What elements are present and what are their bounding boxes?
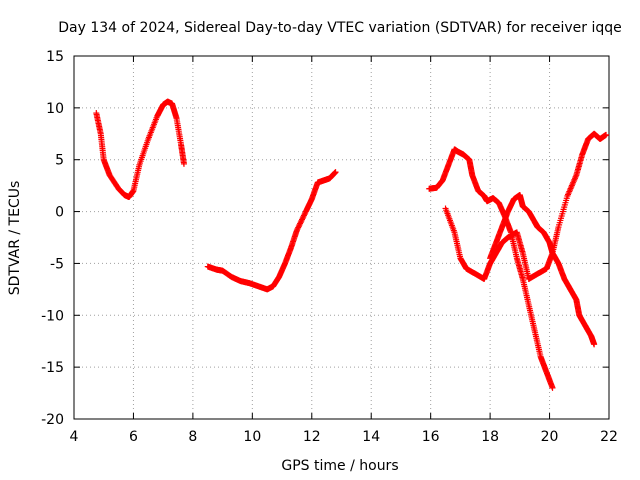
series-pass-1 [93,98,187,201]
data-point [549,384,556,391]
data-point [299,215,306,222]
x-axis-label: GPS time / hours [281,458,398,474]
series-pass-5 [487,191,598,348]
data-point [296,221,303,228]
y-tick-label: -20 [41,412,64,428]
y-axis-label: SDTVAR / TECUs [7,181,23,296]
data-point [295,224,302,231]
data-point [295,223,302,230]
data-point [300,213,307,220]
x-axis: 4 6 8 10 12 14 16 18 20 22 [70,56,618,445]
data-point [293,227,300,234]
data-point [299,216,306,223]
series-pass-4 [442,130,610,282]
data-point [591,341,598,348]
x-tick-label: 22 [600,429,618,445]
data-point [294,225,301,232]
y-tick-label: -10 [41,308,64,324]
y-tick-label: -5 [50,256,64,272]
y-tick-label: 5 [55,153,64,169]
x-tick-label: 16 [422,429,440,445]
series-pass-3 [426,146,556,391]
x-tick-label: 4 [70,429,79,445]
x-tick-label: 8 [188,429,197,445]
data-point [298,217,305,224]
x-tick-label: 6 [129,429,138,445]
series-pass-2 [204,169,339,293]
x-tick-label: 18 [481,429,499,445]
grid [74,56,609,419]
y-axis: -20 -15 -10 -5 0 5 10 15 [41,49,609,428]
data-point [332,169,339,176]
y-tick-label: 10 [46,101,64,117]
data-point [301,211,308,218]
x-tick-label: 14 [362,429,380,445]
x-tick-label: 10 [243,429,261,445]
chart-title: Day 134 of 2024, Sidereal Day-to-day VTE… [58,20,622,36]
data-point [180,160,187,167]
y-tick-label: 15 [46,49,64,65]
data-point [297,219,304,226]
y-tick-label: -15 [41,360,64,376]
x-tick-label: 20 [541,429,559,445]
x-tick-label: 12 [303,429,321,445]
data-point [297,220,304,227]
plot-frame [73,55,610,420]
data-points [93,98,610,391]
data-point [603,131,610,138]
y-tick-label: 0 [55,205,64,221]
data-point [300,212,307,219]
